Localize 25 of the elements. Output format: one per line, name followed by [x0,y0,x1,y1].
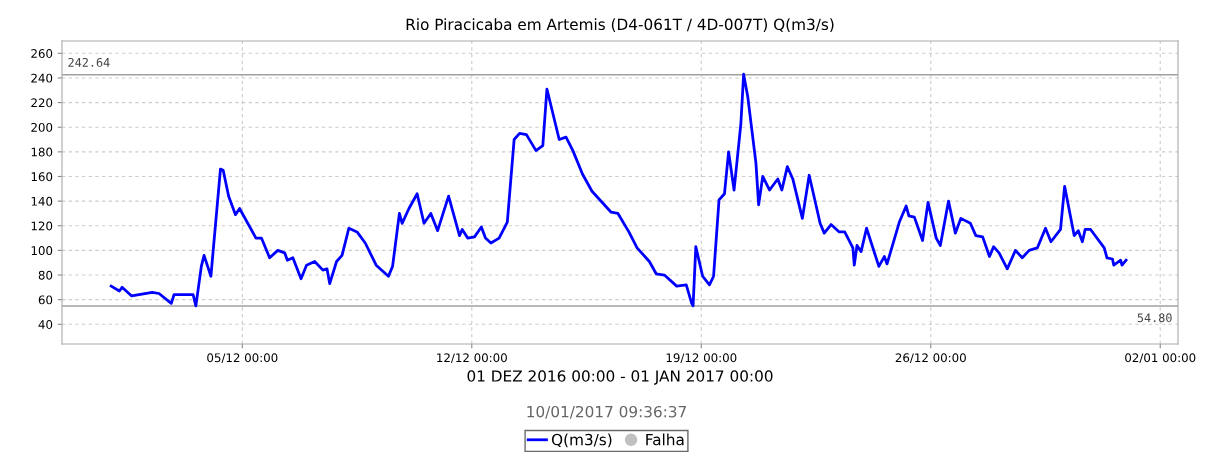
y-tick-label: 80 [38,270,53,280]
y-tick-label: 160 [31,172,53,182]
y-tick-label: 260 [31,49,53,58]
x-tick-label: 26/12 00:00 [895,353,966,364]
x-tick-label: 02/01 00:00 [1125,353,1196,364]
y-tick-label: 120 [31,221,53,231]
legend-label: Falha [646,433,684,446]
y-tick-label: 240 [31,73,53,83]
y-tick-label: 220 [31,98,53,108]
y-tick-label: 200 [31,122,53,132]
ref-line-label: 54.80 [1137,313,1172,323]
y-tick-label: 60 [38,295,53,305]
line-series [109,72,1128,308]
y-tick-label: 180 [31,147,53,157]
x-tick-label: 05/12 00:00 [207,353,278,364]
x-axis-title: 01 DEZ 2016 00:00 - 01 JAN 2017 00:00 [467,370,773,385]
ref-line-label: 242.64 [68,57,110,67]
y-tick-label: 40 [38,320,53,329]
text: 10/01/2017 09:36:37 [527,405,686,419]
x-tick-label: 19/12 00:00 [666,353,737,364]
chart-title: Rio Piracicaba em Artemis (D4-061T / 4D-007T) Q(m3/s) [406,18,834,32]
x-tick-label: 12/12 00:00 [437,353,507,364]
y-tick-label: 140 [31,196,53,206]
legend-label: Q(m3/s) [551,433,612,448]
y-tick-label: 100 [31,246,53,256]
